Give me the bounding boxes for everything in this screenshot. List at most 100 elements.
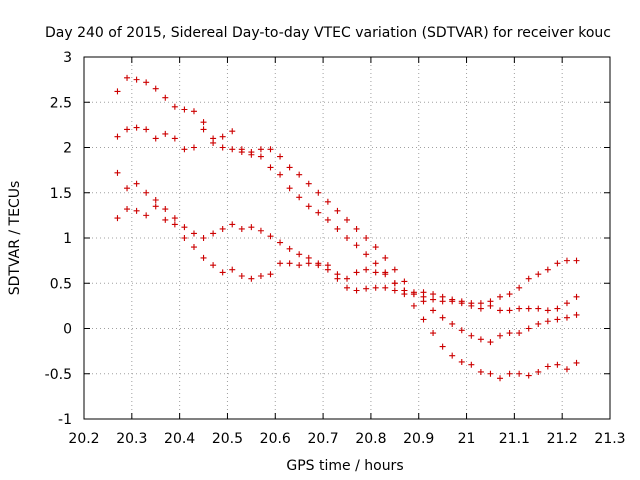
data-point xyxy=(229,221,236,228)
data-point xyxy=(124,126,131,133)
y-tick-label: 2.5 xyxy=(50,95,72,111)
data-point xyxy=(382,254,389,261)
data-point xyxy=(238,273,245,280)
data-point xyxy=(477,336,484,343)
data-point xyxy=(315,262,322,269)
data-point xyxy=(124,74,131,81)
data-point xyxy=(506,370,513,377)
data-point xyxy=(143,189,150,196)
data-point xyxy=(200,235,207,241)
data-point xyxy=(286,164,293,171)
data-point xyxy=(353,225,360,232)
y-tick-label: 3 xyxy=(63,50,72,66)
data-point xyxy=(391,287,398,294)
data-point xyxy=(162,216,169,223)
data-point xyxy=(477,305,484,312)
data-point xyxy=(171,221,178,228)
data-point xyxy=(210,139,217,146)
data-point xyxy=(229,266,236,273)
data-point xyxy=(525,325,532,332)
data-point xyxy=(267,146,274,153)
data-point xyxy=(573,257,580,264)
data-point xyxy=(200,254,207,261)
data-point xyxy=(391,266,398,273)
x-tick-label: 20.9 xyxy=(403,431,434,447)
data-point xyxy=(248,224,255,231)
data-point xyxy=(143,212,150,219)
data-point xyxy=(468,332,475,339)
data-point xyxy=(439,293,446,300)
data-point xyxy=(563,366,570,373)
data-point xyxy=(248,149,255,156)
data-point xyxy=(554,305,561,312)
y-axis-label: SDTVAR / TECUs xyxy=(7,181,23,296)
series-3 xyxy=(114,169,580,312)
data-point xyxy=(315,189,322,196)
data-point xyxy=(114,169,121,176)
data-point xyxy=(439,343,446,350)
data-point xyxy=(372,244,379,251)
data-point xyxy=(516,370,523,377)
data-point xyxy=(171,215,178,222)
data-point xyxy=(248,275,255,282)
data-point xyxy=(363,235,370,241)
data-point xyxy=(267,271,274,278)
y-tick-label: 1.5 xyxy=(50,186,72,202)
data-point xyxy=(181,224,188,231)
data-point xyxy=(305,203,312,210)
series-1 xyxy=(114,74,580,382)
data-point xyxy=(257,273,264,280)
data-point xyxy=(305,180,312,187)
data-point xyxy=(286,245,293,252)
x-tick-label: 21.3 xyxy=(594,431,625,447)
data-point xyxy=(238,225,245,232)
data-point xyxy=(305,254,312,261)
data-point xyxy=(114,88,121,95)
data-point xyxy=(563,300,570,307)
data-point xyxy=(133,180,140,187)
data-point xyxy=(449,352,456,359)
data-point xyxy=(573,311,580,318)
data-point xyxy=(497,375,504,382)
x-tick-label: 20.8 xyxy=(355,431,386,447)
data-point xyxy=(324,198,331,205)
data-point xyxy=(133,76,140,83)
data-point xyxy=(267,233,274,240)
data-point xyxy=(114,215,121,222)
data-point xyxy=(458,358,465,365)
data-point xyxy=(353,269,360,276)
data-point xyxy=(497,293,504,300)
data-point xyxy=(430,307,437,314)
data-point xyxy=(190,144,197,151)
x-tick-label: 21.1 xyxy=(499,431,530,447)
data-point xyxy=(563,257,570,264)
data-point xyxy=(563,314,570,321)
data-point xyxy=(497,332,504,339)
data-point xyxy=(152,203,159,210)
y-tick-label: -1 xyxy=(58,412,72,428)
data-point xyxy=(554,316,561,323)
data-point xyxy=(181,106,188,113)
series-2 xyxy=(114,124,580,346)
data-point xyxy=(353,242,360,249)
data-point xyxy=(124,206,131,213)
data-point xyxy=(458,298,465,305)
data-point xyxy=(267,164,274,171)
data-point xyxy=(257,146,264,153)
data-point xyxy=(382,284,389,291)
data-point xyxy=(449,296,456,303)
data-point xyxy=(257,227,264,234)
y-tick-label: 1 xyxy=(63,231,72,247)
data-point xyxy=(554,361,561,368)
data-point xyxy=(133,207,140,214)
y-tick-label: 0.5 xyxy=(50,276,72,292)
data-point xyxy=(124,185,131,192)
data-point xyxy=(401,278,408,285)
data-point xyxy=(210,230,217,237)
data-point xyxy=(353,287,360,294)
data-point xyxy=(372,284,379,291)
data-point xyxy=(219,144,226,151)
data-point xyxy=(162,206,169,213)
series-4 xyxy=(114,203,580,314)
data-point xyxy=(334,207,341,214)
